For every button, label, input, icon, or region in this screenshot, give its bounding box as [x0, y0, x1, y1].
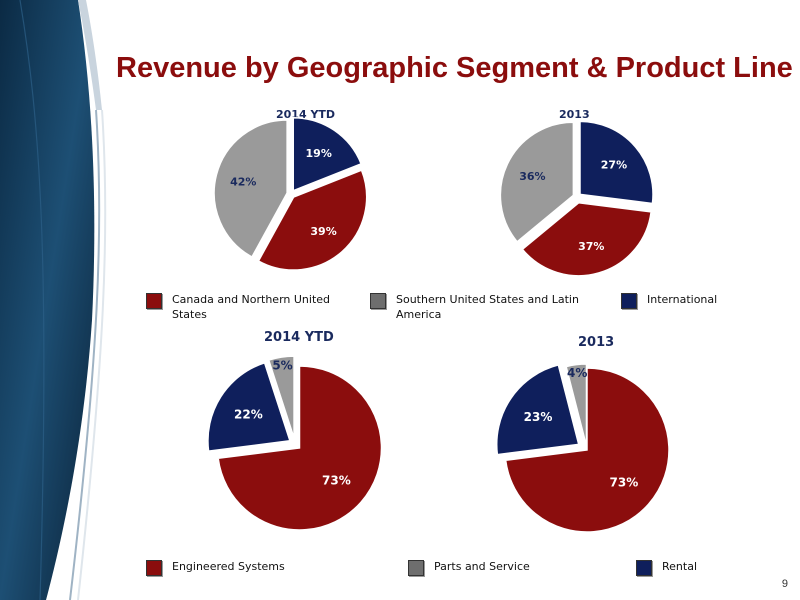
pie-slice-canada-and-northern-united-states: [257, 169, 368, 271]
data-label: 22%: [234, 408, 263, 422]
chart-title-geo-2013: 2013: [559, 108, 590, 121]
legend-item-rental: Rental: [636, 559, 756, 576]
pie-slice-engineered-systems: [504, 367, 670, 533]
legend-swatch: [146, 560, 162, 576]
legend-item-canada: Canada and Northern United States: [146, 292, 346, 322]
data-label: 23%: [524, 410, 553, 424]
data-label: 73%: [610, 476, 639, 490]
page-title: Revenue by Geographic Segment & Product …: [116, 52, 793, 84]
legend-item-southern-us: Southern United States and Latin America: [370, 292, 590, 322]
legend-item-parts-and-service: Parts and Service: [408, 559, 588, 576]
legend-swatch: [408, 560, 424, 576]
data-label: 27%: [601, 158, 627, 171]
data-label: 4%: [567, 366, 587, 380]
pie-slice-international: [292, 116, 363, 192]
pie-slice-southern-united-states-and-latin-america: [499, 121, 575, 243]
pie-slice-engineered-systems: [217, 365, 383, 531]
data-label: 19%: [306, 147, 332, 160]
data-label: 73%: [322, 474, 351, 488]
legend-swatch: [636, 560, 652, 576]
pie-slice-rental: [496, 364, 580, 456]
pie-slice-international: [579, 120, 654, 205]
data-label: 36%: [519, 170, 545, 183]
data-label: 37%: [578, 240, 604, 253]
legend-label: Rental: [662, 560, 697, 573]
data-label: 39%: [310, 225, 336, 238]
legend-label: Southern United States and Latin America: [396, 293, 579, 321]
pie-slice-parts-and-service: [565, 363, 588, 447]
chart-title-product-2013: 2013: [578, 335, 615, 350]
pie-slice-canada-and-northern-united-states: [521, 201, 652, 277]
legend-swatch: [370, 293, 386, 309]
legend-label: Canada and Northern United States: [172, 293, 331, 321]
pie-slice-southern-united-states-and-latin-america: [213, 119, 288, 258]
legend-swatch: [146, 293, 162, 309]
page-number: 9: [781, 578, 788, 590]
data-label: 5%: [272, 358, 292, 372]
chart-title-geo-2014: 2014 YTD: [276, 108, 336, 121]
legend-item-international: International: [621, 292, 771, 309]
legend-item-engineered-systems: Engineered Systems: [146, 559, 346, 576]
legend-label: International: [647, 293, 718, 306]
pie-slice-parts-and-service: [267, 355, 295, 439]
chart-title-product-2014: 2014 YTD: [264, 330, 334, 345]
pie-slice-rental: [207, 361, 291, 452]
legend-label: Engineered Systems: [172, 560, 285, 573]
legend-swatch: [621, 293, 637, 309]
legend-label: Parts and Service: [434, 560, 530, 573]
data-label: 42%: [230, 176, 256, 189]
